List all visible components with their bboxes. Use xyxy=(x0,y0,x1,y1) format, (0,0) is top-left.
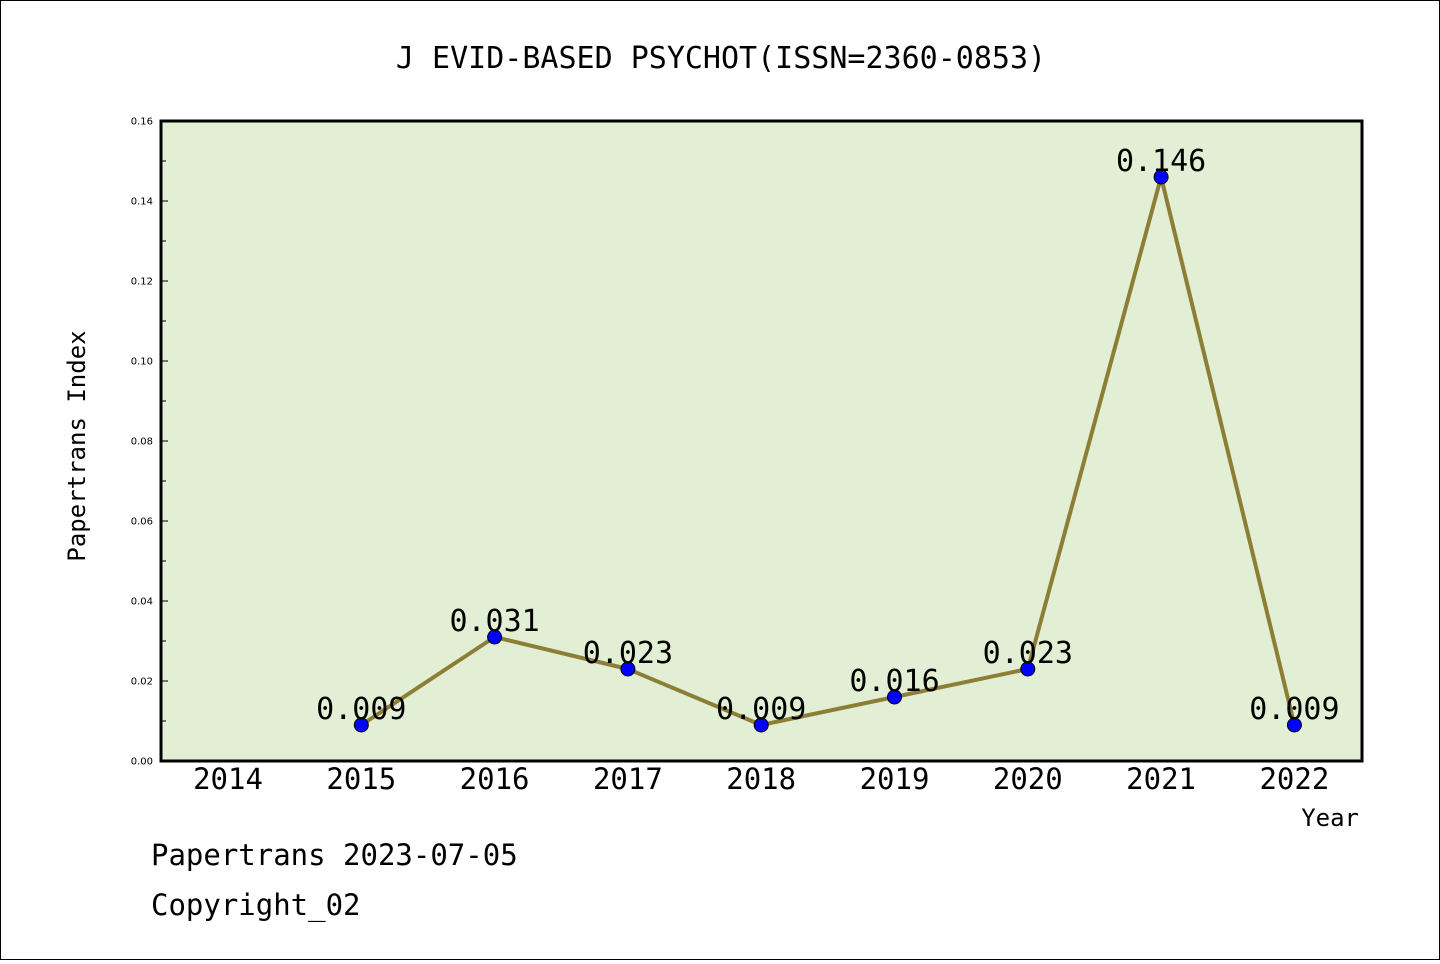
y-tick-label: 0.10 xyxy=(131,357,153,368)
x-tick-label: 2018 xyxy=(726,762,796,796)
data-point xyxy=(620,661,636,677)
data-label: 0.009 xyxy=(1249,692,1339,727)
data-point xyxy=(887,689,902,705)
data-label: 0.023 xyxy=(583,636,673,671)
x-tick-label: 2014 xyxy=(193,762,263,796)
x-tick-label: 2017 xyxy=(593,762,663,796)
data-label: 0.146 xyxy=(1116,144,1206,179)
data-point xyxy=(487,629,503,645)
y-tick-label: 0.04 xyxy=(131,597,153,608)
y-tick-label: 0.06 xyxy=(131,517,153,528)
y-tick-label: 0.02 xyxy=(131,677,153,688)
data-point xyxy=(753,717,769,733)
data-point xyxy=(353,717,369,733)
y-tick-label: 0.08 xyxy=(131,437,153,448)
y-axis-label: Papertrans Index xyxy=(63,330,91,561)
x-tick-label: 2019 xyxy=(860,762,930,796)
chart-title: J EVID-BASED PSYCHOT(ISSN=2360-0853) xyxy=(396,41,1046,76)
data-label: 0.016 xyxy=(849,664,939,699)
plot-area xyxy=(159,119,1364,763)
x-tick-label: 2021 xyxy=(1126,762,1196,796)
y-tick-label: 0.12 xyxy=(131,277,153,288)
footer-date: Papertrans 2023-07-05 xyxy=(151,838,518,872)
y-tick-label: 0.14 xyxy=(131,197,153,208)
y-tick-label: 0.16 xyxy=(131,117,153,128)
data-label: 0.031 xyxy=(449,604,539,639)
y-tick-label: 0.00 xyxy=(131,757,153,768)
data-points xyxy=(353,169,1302,733)
data-labels: 0.009 0.031 0.023 0.009 0.016 0.023 0.146 0.009 xyxy=(316,144,1339,727)
x-axis-label: Year xyxy=(1301,804,1359,832)
series-line xyxy=(360,175,1297,727)
data-point xyxy=(1153,169,1169,185)
data-label: 0.009 xyxy=(716,692,806,727)
data-point xyxy=(1020,661,1036,677)
y-axis: 0.00 0.02 0.04 0.06 0.08 0.10 0.12 0.14 0.16 xyxy=(131,117,168,768)
data-label: 0.023 xyxy=(983,636,1073,671)
x-tick-label: 2020 xyxy=(993,762,1063,796)
x-tick-label: 2015 xyxy=(326,762,396,796)
x-tick-label: 2016 xyxy=(460,762,530,796)
footer-copyright: Copyright_02 xyxy=(151,888,361,923)
data-label: 0.009 xyxy=(316,692,406,727)
data-point xyxy=(1286,717,1302,733)
x-axis: 2014 2015 2016 2017 2018 2019 2020 2021 2022 xyxy=(193,762,1329,796)
x-tick-label: 2022 xyxy=(1259,762,1329,796)
